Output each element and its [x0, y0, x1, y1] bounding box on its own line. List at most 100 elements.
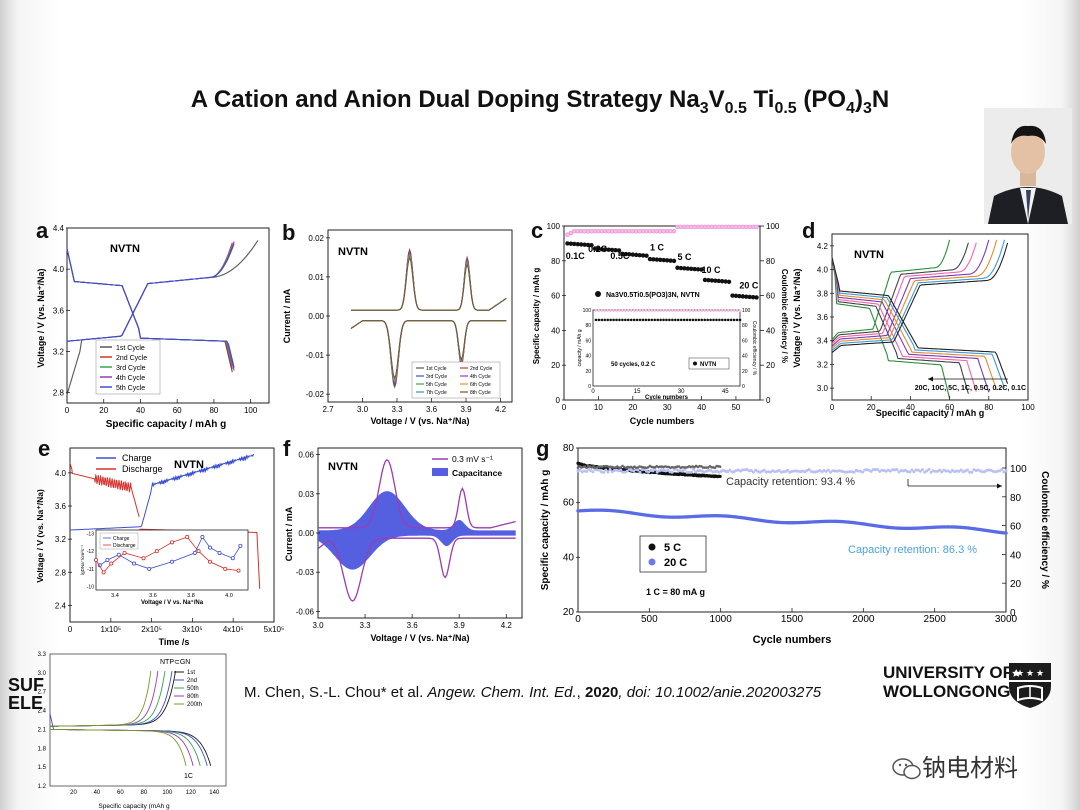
chart-c-xtick: 50: [731, 403, 740, 412]
chart-e-inset-charge-point: [106, 558, 109, 561]
chart-c-xtick: 30: [663, 403, 672, 412]
chart-f-xlabel: Voltage / V (vs. Na⁺/Na): [370, 633, 469, 643]
svg-text:20: 20: [585, 369, 591, 375]
chart-f: NVTN -0.06-0.030.000.030.063.0 3.3 3.6 3.9 4…: [282, 440, 530, 652]
chart-b-legend-item: 2nd Cycle: [470, 366, 492, 372]
chart-c-inset-point: [674, 319, 677, 322]
svg-text:80: 80: [585, 323, 591, 329]
chart-c-ce-point: [755, 225, 759, 229]
svg-text:0.3 mV s⁻¹: 0.3 mV s⁻¹: [452, 454, 493, 464]
chart-c-inset-ce: [701, 310, 703, 312]
chart-h-legend-item: 1st: [187, 670, 195, 676]
chart-c-inset-point: [630, 319, 633, 322]
chart-c-inset-ce: [727, 310, 729, 312]
svg-text:3.6: 3.6: [149, 593, 157, 599]
chart-e-legend: Charge Discharge: [96, 453, 163, 474]
chart-e-inset-discharge-point: [102, 571, 105, 574]
chart-h-xtick: 140: [209, 790, 220, 796]
chart-c-inset-ce: [624, 310, 626, 312]
svg-text:Na3V0.5Ti0.5(PO3)3N, NVTN: Na3V0.5Ti0.5(PO3)3N, NVTN: [606, 292, 700, 299]
chart-c-inset-point: [724, 319, 727, 322]
chart-c-inset-point: [718, 319, 721, 322]
chart-g-xtick: 2500: [924, 614, 947, 625]
chart-g-ce5c-point: [719, 465, 722, 468]
chart-a-curves: [67, 240, 258, 394]
chart-c-inset-point: [624, 319, 627, 322]
chart-b-ytick: 0.01: [308, 273, 324, 282]
chart-e-xtick: 4x10⁵: [223, 625, 244, 634]
chart-c-inset-ce: [595, 310, 597, 312]
chart-a-ytick: 2.8: [53, 389, 65, 398]
chart-e-inset-charge-point: [239, 544, 242, 547]
chart-c-ytick: 100: [547, 222, 561, 231]
chart-c-inset-ce: [604, 310, 606, 312]
chart-b-xtick: 4.2: [495, 405, 507, 414]
chart-a-charge-curve: [67, 244, 234, 342]
chart-g-xtick: 1000: [710, 614, 733, 625]
chart-c-inset-point: [671, 319, 674, 322]
chart-g-5c-point: [718, 475, 721, 478]
chart-c-inset-ce: [609, 310, 611, 312]
chart-b-xlabel: Voltage / V (vs. Na⁺/Na): [370, 416, 469, 426]
chart-c-inset-ce: [651, 310, 653, 312]
chart-c-inset-point: [639, 319, 642, 322]
chart-g-ce-point: [861, 471, 864, 474]
chart-c-inset-point: [703, 319, 706, 322]
chart-c-inset-ce: [712, 310, 714, 312]
chart-h-xtick: 40: [94, 790, 101, 796]
chart-a-ytick: 4.4: [53, 224, 65, 233]
chart-d-xlabel: Specific capacity / mAh g: [876, 408, 985, 418]
svg-text:0: 0: [742, 384, 745, 390]
chart-g-ce-point: [921, 468, 924, 471]
svg-text:80: 80: [742, 323, 748, 329]
chart-g-ytick: 40: [563, 552, 575, 563]
chart-c-inset-point: [700, 319, 703, 322]
svg-text:5 C: 5 C: [664, 542, 681, 554]
chart-c-inset-point: [709, 319, 712, 322]
chart-f-xtick: 3.9: [454, 621, 466, 630]
chart-c-y2-ytick: 20: [766, 361, 775, 370]
chart-a-ytick: 3.6: [53, 306, 65, 315]
chart-a-legend-item: 3rd Cycle: [116, 365, 146, 372]
chart-c-ylabel: Specific capacity / mAh g: [532, 268, 541, 365]
svg-text:20: 20: [742, 369, 748, 375]
chart-c-inset-point: [612, 319, 615, 322]
chart-c-ytick: 20: [551, 361, 560, 370]
chart-c-xtick: 10: [594, 403, 603, 412]
chart-e-inset: -13-12-11-103.4 3.6 3.8 4.0Voltage / V vs. …: [80, 530, 248, 606]
chart-c-inset-ce: [636, 310, 638, 312]
chart-e-ytick: 4.0: [55, 469, 67, 478]
chart-e-inset-discharge-point: [224, 567, 227, 570]
chart-g-xtick: 1500: [781, 614, 804, 625]
chart-a-charge-curve: [67, 245, 232, 341]
chart-e-inset-xlabel: Voltage / V vs. Na⁺/Na: [141, 599, 204, 606]
chart-f-ytick: 0.03: [298, 490, 314, 499]
chart-c-inset-point: [686, 319, 689, 322]
chart-c-inset-ce: [733, 310, 735, 312]
chart-e-inset-charge-point: [218, 551, 221, 554]
citation: M. Chen, S.-L. Chou* et al. Angew. Chem.…: [244, 684, 821, 701]
svg-text:100: 100: [742, 308, 751, 314]
chart-g-ce-point: [602, 471, 605, 474]
chart-g-ytick: 20: [563, 607, 575, 618]
chart-c-inset-point: [692, 319, 695, 322]
chart-g-xtick: 0: [575, 614, 581, 625]
chart-d-discharge-curve: [832, 258, 1008, 384]
chart-c-inset-ce: [715, 310, 717, 312]
svg-text:20 C: 20 C: [664, 557, 687, 569]
chart-c-inset-point: [618, 319, 621, 322]
chart-g-y2tick: 80: [1010, 493, 1022, 504]
chart-b-legend-item: 5th Cycle: [426, 382, 447, 388]
chart-e-inset-discharge-point: [170, 541, 173, 544]
chart-b-ytick: 0.00: [308, 312, 324, 321]
chart-b-ytick: -0.01: [306, 351, 325, 360]
chart-c-inset-point: [733, 319, 736, 322]
svg-text:-10: -10: [87, 584, 94, 590]
chart-c-inset-point: [606, 319, 609, 322]
chart-c-inset-ce: [633, 310, 635, 312]
author-photo: [984, 108, 1072, 224]
chart-f-ytick: -0.06: [296, 607, 315, 616]
chart-e-ytick: 2.8: [55, 568, 67, 577]
chart-c-inset-point: [633, 319, 636, 322]
chart-g-ce-point: [827, 469, 830, 472]
